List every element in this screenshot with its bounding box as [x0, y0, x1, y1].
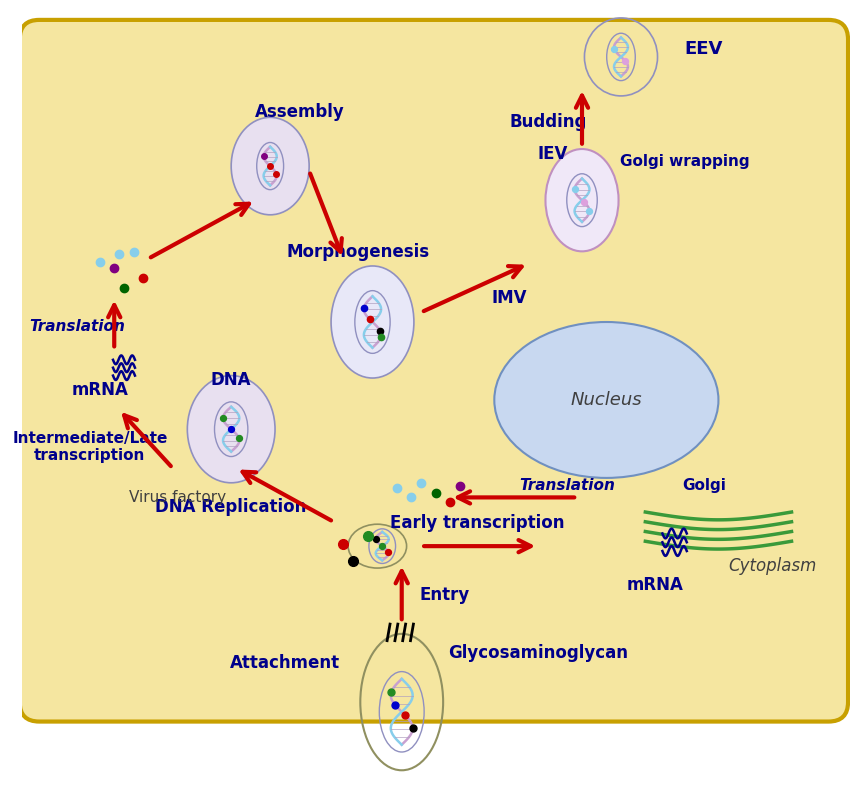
Text: EEV: EEV	[684, 40, 723, 58]
Text: Translation: Translation	[29, 320, 125, 335]
FancyBboxPatch shape	[20, 20, 848, 721]
Text: IMV: IMV	[491, 289, 527, 307]
Text: mRNA: mRNA	[71, 381, 128, 399]
Text: Cytoplasm: Cytoplasm	[728, 556, 816, 575]
Ellipse shape	[187, 375, 275, 483]
Text: Golgi: Golgi	[682, 478, 726, 493]
Text: Morphogenesis: Morphogenesis	[286, 243, 429, 261]
Text: Attachment: Attachment	[230, 654, 340, 672]
Text: Translation: Translation	[519, 478, 615, 493]
Text: Glycosaminoglycan: Glycosaminoglycan	[448, 644, 628, 662]
Text: Early transcription: Early transcription	[389, 513, 564, 532]
Text: Intermediate/Late
transcription: Intermediate/Late transcription	[12, 430, 167, 463]
Ellipse shape	[495, 322, 718, 478]
Text: DNA Replication: DNA Replication	[156, 498, 307, 516]
Text: Budding: Budding	[509, 113, 586, 132]
Text: Golgi wrapping: Golgi wrapping	[620, 154, 749, 169]
Ellipse shape	[331, 266, 414, 378]
Text: mRNA: mRNA	[626, 576, 683, 594]
Text: Nucleus: Nucleus	[570, 391, 643, 409]
Text: IEV: IEV	[537, 145, 568, 163]
Text: DNA: DNA	[211, 371, 252, 390]
Text: Entry: Entry	[419, 586, 469, 604]
Ellipse shape	[231, 117, 309, 215]
Text: Virus factory: Virus factory	[129, 490, 226, 505]
Ellipse shape	[546, 149, 619, 251]
Text: Assembly: Assembly	[254, 104, 344, 121]
